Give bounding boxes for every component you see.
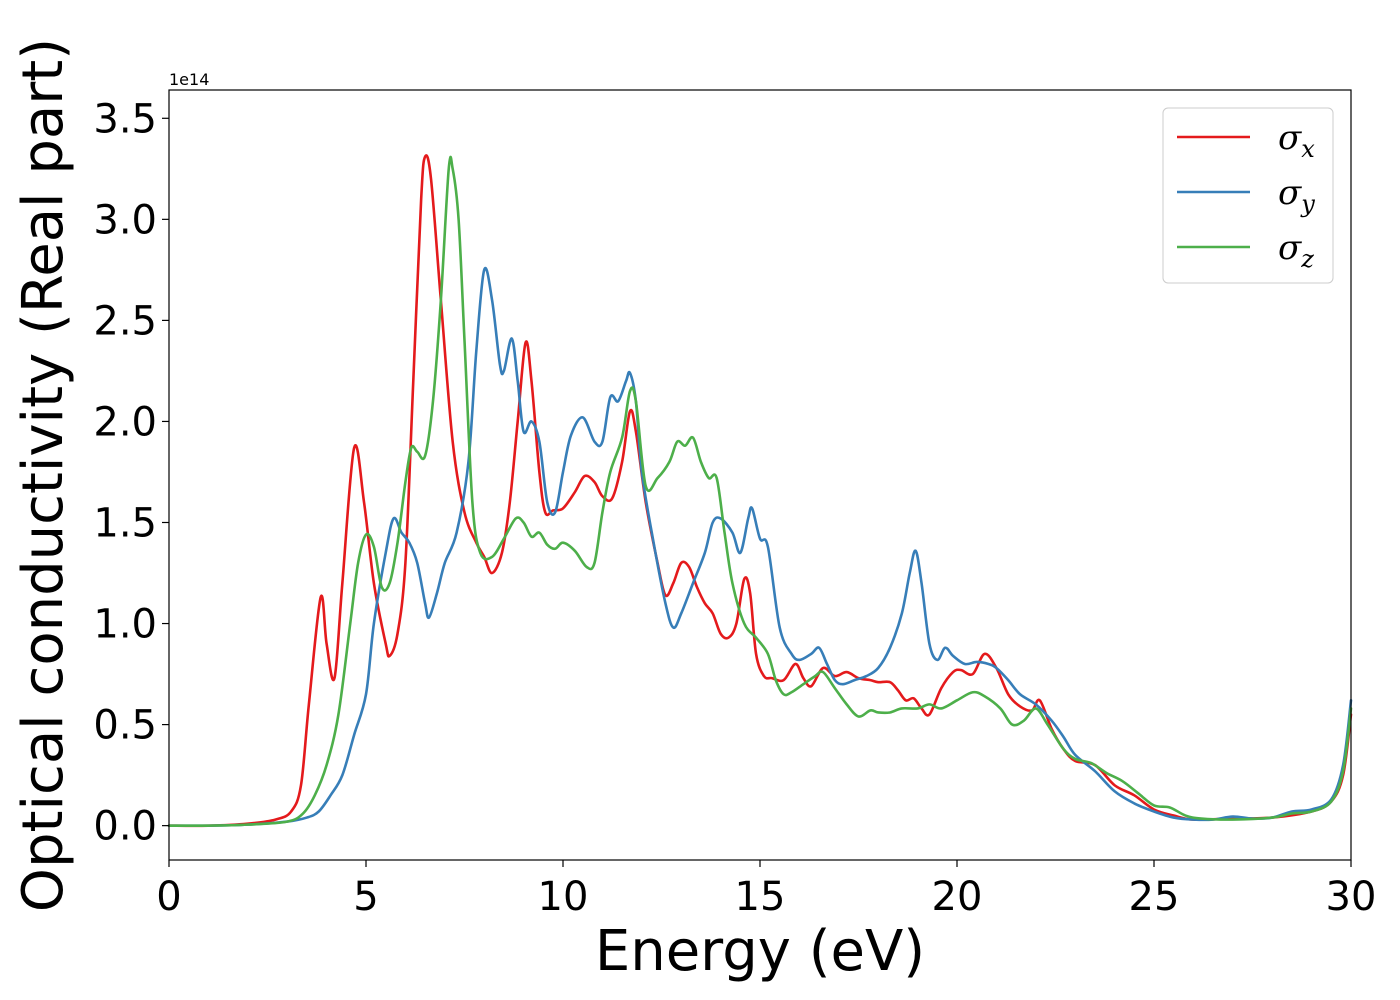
x-tick-label: 10 bbox=[538, 874, 589, 920]
y-axis-ticks: 0.0 0.5 1.0 1.5 2.0 2.5 3.0 3.5 bbox=[93, 96, 169, 850]
y-tick-label: 2.0 bbox=[93, 399, 157, 445]
series-line-x bbox=[167, 154, 1353, 828]
series-layer bbox=[167, 154, 1353, 828]
y-tick-label: 1.5 bbox=[93, 500, 157, 546]
y-tick-label: 0.0 bbox=[93, 804, 157, 850]
y-offset-label: 1e14 bbox=[169, 70, 209, 89]
x-tick-label: 30 bbox=[1326, 874, 1377, 920]
x-axis-label: Energy (eV) bbox=[595, 919, 925, 984]
x-tick-label: 25 bbox=[1129, 874, 1180, 920]
y-tick-label: 2.5 bbox=[93, 298, 157, 344]
y-tick-label: 0.5 bbox=[93, 703, 157, 749]
y-tick-label: 3.0 bbox=[93, 197, 157, 243]
plot-area bbox=[169, 90, 1351, 860]
y-tick-label: 3.5 bbox=[93, 96, 157, 142]
x-tick-label: 20 bbox=[932, 874, 983, 920]
legend: σx σy σz bbox=[1162, 107, 1334, 284]
series-line-y bbox=[167, 266, 1353, 828]
legend-label-y: σy bbox=[1278, 173, 1315, 218]
legend-box bbox=[1162, 107, 1334, 284]
legend-label-z: σz bbox=[1278, 228, 1314, 273]
series-line-z bbox=[167, 155, 1353, 828]
y-axis-label: Optical conductivity (Real part) bbox=[11, 38, 76, 912]
y-tick-label: 1.0 bbox=[93, 602, 157, 648]
x-tick-label: 5 bbox=[353, 874, 378, 920]
x-tick-label: 15 bbox=[735, 874, 786, 920]
x-axis-ticks: 0 5 10 15 20 25 30 bbox=[156, 860, 1376, 920]
x-tick-label: 0 bbox=[156, 874, 181, 920]
legend-label-x: σx bbox=[1278, 118, 1315, 163]
